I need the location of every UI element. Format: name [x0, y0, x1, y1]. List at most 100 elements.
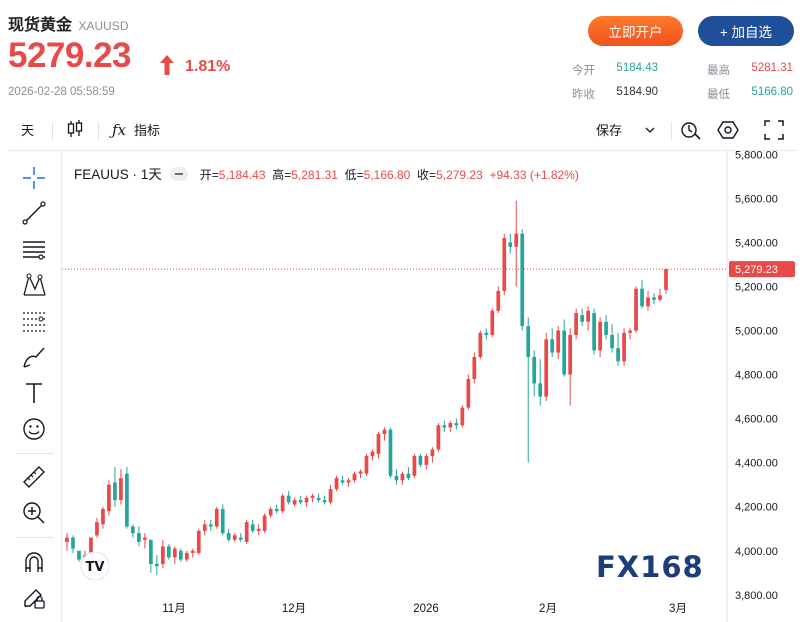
settings-hex-icon[interactable] — [717, 119, 739, 141]
open-account-button[interactable]: 立即开户 — [588, 16, 683, 46]
zoom-in-icon[interactable] — [20, 499, 48, 527]
price-axis-label: 5,200.00 — [735, 282, 778, 294]
candle-body — [394, 475, 399, 481]
instrument-title: 现货黄金 XAUUSD — [8, 11, 128, 35]
horizontal-lines-icon[interactable] — [20, 235, 48, 263]
candle-body — [310, 495, 315, 498]
chevron-down-icon — [645, 127, 655, 133]
candle-body — [119, 478, 123, 501]
candle-body — [388, 429, 393, 476]
candle-body — [382, 429, 387, 435]
alert-icon[interactable] — [680, 119, 702, 141]
candle-body — [490, 310, 495, 335]
fib-icon[interactable] — [20, 307, 48, 335]
candle-body — [238, 537, 243, 540]
candle-body — [646, 297, 650, 307]
fx-icon: ƒx — [112, 120, 127, 139]
chart-legend: FEAUUS · 1天 开=5,184.43 高=5,281.31 低=5,166… — [74, 166, 579, 182]
candle-body — [328, 489, 333, 503]
candle-body — [376, 434, 381, 454]
time-axis-label: 11月 — [162, 603, 185, 615]
candle-body — [208, 524, 213, 527]
magnet-icon[interactable] — [20, 548, 48, 576]
candle-body — [586, 310, 590, 322]
time-axis-label: 12月 — [282, 603, 306, 615]
save-label: 保存 — [596, 123, 623, 138]
candle-body — [250, 524, 255, 531]
trend-line-icon[interactable] — [20, 199, 48, 227]
candle-body — [358, 471, 363, 474]
candle-body — [364, 456, 369, 474]
candles-icon[interactable] — [66, 119, 84, 139]
price-axis-label: 5,000.00 — [735, 326, 778, 338]
fullscreen-icon[interactable] — [764, 120, 784, 140]
candle-body — [562, 330, 567, 375]
candle-body — [334, 478, 339, 490]
brush-icon[interactable] — [20, 343, 48, 371]
legend-high-label: 高 — [272, 168, 285, 182]
candle-body — [472, 356, 477, 379]
pattern-icon[interactable] — [20, 271, 48, 299]
add-watchlist-button[interactable]: + 加自选 — [698, 16, 794, 46]
candle-body — [244, 522, 249, 542]
today-open-label: 今开 — [572, 65, 595, 77]
price-chart[interactable]: 5,800.00 5,600.00 5,400.00 5,200.00 5,000.00… — [62, 150, 798, 622]
fx168-watermark: FX168 — [596, 550, 704, 584]
candle-body — [190, 550, 195, 553]
ruler-icon[interactable] — [20, 463, 48, 491]
candle-body — [610, 334, 614, 349]
candle-body — [424, 456, 429, 465]
candle-body — [496, 290, 501, 311]
candle-body — [532, 356, 537, 384]
candle-body — [598, 321, 602, 351]
candle-body — [71, 537, 75, 549]
candle-body — [526, 326, 531, 357]
crosshair-icon[interactable] — [20, 164, 48, 192]
candle-body — [592, 312, 596, 351]
legend-low-label: 低 — [344, 168, 357, 182]
candle-body — [172, 548, 177, 558]
candle-body — [352, 473, 357, 481]
candle-body — [436, 425, 441, 450]
candle-body — [286, 495, 291, 503]
indicators-label: 指标 — [134, 123, 161, 138]
candle-body — [454, 423, 459, 426]
candle-body — [232, 535, 237, 540]
chart-toolbar: 天 ƒx 指标 保存 — [8, 112, 798, 151]
candle-body — [226, 533, 231, 540]
time-axis-label: 2月 — [539, 603, 557, 615]
candle-body — [262, 515, 267, 531]
legend-close-label: 收 — [417, 168, 430, 182]
candle-body — [77, 550, 81, 560]
candle-body — [502, 238, 507, 291]
candle-body — [430, 449, 435, 457]
emoji-icon[interactable] — [20, 415, 48, 443]
candle-body — [196, 530, 201, 553]
candle-body — [65, 537, 69, 542]
candle-body — [484, 332, 489, 335]
candle-body — [616, 348, 620, 362]
lock-pencil-icon[interactable] — [20, 584, 48, 612]
candle-body — [622, 332, 626, 362]
price-axis-label: 5,600.00 — [735, 193, 778, 205]
prev-close-value: 5184.90 — [616, 86, 658, 98]
candle-body — [113, 482, 117, 501]
candle-body — [466, 379, 471, 408]
save-button[interactable]: 保存 — [596, 120, 656, 139]
instrument-symbol: XAUUSD — [78, 19, 129, 33]
candle-body — [316, 497, 321, 501]
price-axis-label: 4,600.00 — [735, 414, 778, 426]
candle-body — [370, 451, 375, 457]
candle-body — [508, 242, 513, 247]
last-price-tag-label: 5,279.23 — [735, 264, 778, 276]
high-value: 5281.31 — [751, 62, 793, 74]
candle-body — [658, 295, 662, 300]
price-axis-label: 4,400.00 — [735, 458, 778, 470]
candle-body — [664, 269, 668, 290]
candle-body — [634, 288, 638, 331]
interval-button[interactable]: 天 — [21, 123, 35, 138]
indicators-button[interactable]: ƒx 指标 — [112, 120, 160, 139]
hide-legend-button[interactable] — [169, 166, 188, 181]
candle-body — [322, 500, 327, 503]
text-icon[interactable] — [20, 379, 48, 407]
